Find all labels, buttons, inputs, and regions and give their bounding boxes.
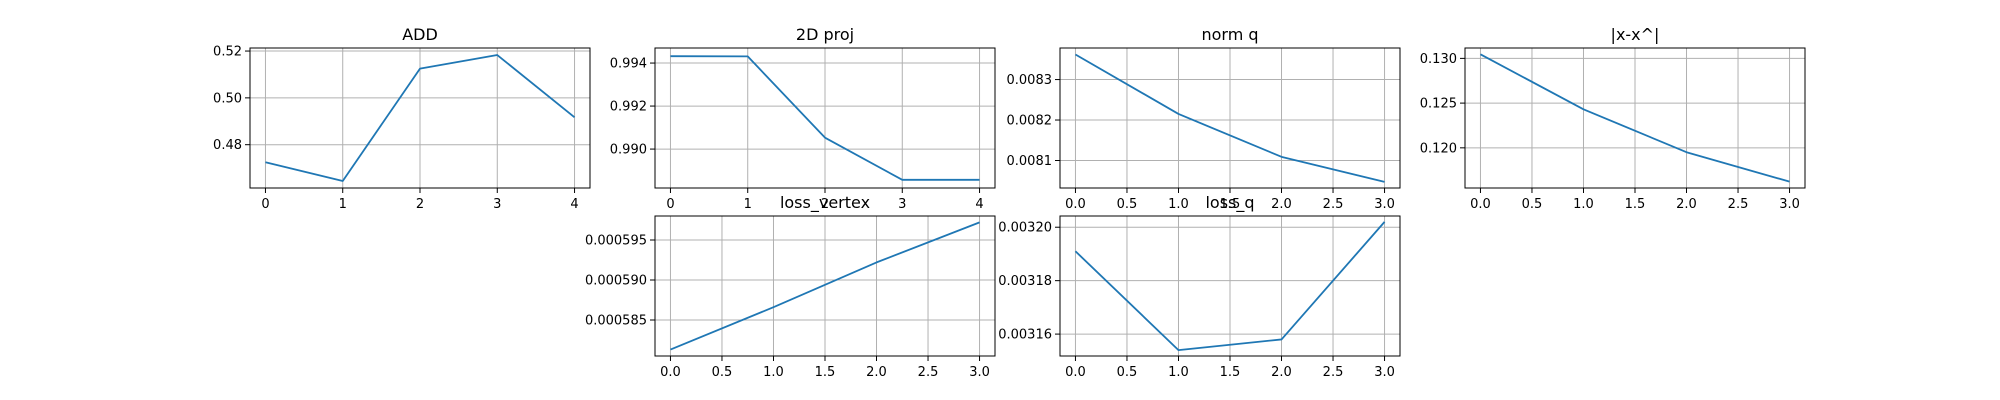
x-tick-label: 2 — [821, 197, 829, 212]
y-tick-label: 0.50 — [213, 91, 242, 106]
x-tick-label: 1.0 — [1573, 197, 1594, 212]
y-tick-label: 0.130 — [1420, 52, 1457, 67]
subplot-title: loss_q — [1205, 193, 1254, 213]
x-tick-label: 2.0 — [1271, 365, 1292, 380]
y-tick-label: 0.00318 — [998, 274, 1052, 289]
y-tick-label: 0.120 — [1420, 141, 1457, 156]
x-tick-label: 2.0 — [1676, 197, 1697, 212]
y-tick-label: 0.0082 — [1007, 114, 1053, 129]
y-tick-label: 0.000595 — [585, 234, 647, 249]
subplot-x-error: 0.0 0.5 1.0 1.5 2.0 2.5 3.0 0.120 0.125 0.130 |x-x… — [1420, 25, 1806, 212]
x-tick-label: 1.5 — [1220, 365, 1241, 380]
x-tick-label: 0.5 — [1117, 197, 1138, 212]
x-tick-label: 2.5 — [1323, 197, 1344, 212]
y-tick-label: 0.52 — [213, 45, 242, 60]
y-tick-label: 0.000590 — [585, 274, 647, 289]
y-tick-label: 0.48 — [213, 138, 242, 153]
x-tick-label: 1 — [339, 197, 347, 212]
x-tick-label: 0.5 — [1117, 365, 1138, 380]
x-tick-label: 1.5 — [815, 365, 836, 380]
x-tick-label: 3.0 — [1374, 365, 1395, 380]
x-tick-label: 3 — [898, 197, 906, 212]
x-tick-label: 2.5 — [1728, 197, 1749, 212]
subplot-2d-proj: 0 1 2 3 4 0.990 0.992 0.994 2D proj — [610, 25, 996, 212]
subplot-title: 2D proj — [796, 25, 854, 44]
x-tick-label: 0 — [261, 197, 269, 212]
subplot-title: loss_vertex — [780, 193, 870, 213]
x-tick-label: 3.0 — [1779, 197, 1800, 212]
x-tick-label: 2.5 — [918, 365, 939, 380]
subplot-loss-vertex: 0.0 0.5 1.0 1.5 2.0 2.5 3.0 0.000585 0.000590 0.0… — [585, 193, 996, 380]
x-tick-label: 0.0 — [1065, 197, 1086, 212]
y-tick-label: 0.125 — [1420, 97, 1457, 112]
series-line — [1480, 53, 1790, 183]
subplot-add: 0 1 2 3 4 0.48 0.50 0.52 ADD — [213, 25, 591, 212]
subplot-loss-q: 0.0 0.5 1.0 1.5 2.0 2.5 3.0 0.00316 0.00318 0.003… — [998, 193, 1401, 380]
subplot-title: norm q — [1201, 25, 1258, 44]
x-tick-label: 3.0 — [969, 365, 990, 380]
x-tick-label: 0.5 — [712, 365, 733, 380]
series-line — [670, 221, 980, 351]
y-tick-label: 0.00316 — [998, 328, 1052, 343]
series-line — [265, 54, 576, 182]
x-tick-label: 0.0 — [660, 365, 681, 380]
y-tick-label: 0.000585 — [585, 314, 647, 329]
x-tick-label: 2.0 — [866, 365, 887, 380]
x-tick-label: 0.0 — [1065, 365, 1086, 380]
subplot-norm-q: 0.0 0.5 1.0 1.5 2.0 2.5 3.0 0.0081 0.0082 0.0083 n… — [1007, 25, 1401, 212]
x-tick-label: 1.5 — [1220, 197, 1241, 212]
x-tick-label: 2.0 — [1271, 197, 1292, 212]
y-tick-label: 0.990 — [610, 143, 647, 158]
x-tick-label: 0.0 — [1470, 197, 1491, 212]
x-tick-label: 2 — [416, 197, 424, 212]
x-tick-label: 3.0 — [1374, 197, 1395, 212]
series-line — [1074, 53, 1385, 183]
x-tick-label: 3 — [493, 197, 501, 212]
x-tick-label: 1.0 — [763, 365, 784, 380]
y-tick-label: 0.994 — [610, 57, 647, 72]
x-tick-label: 1 — [744, 197, 752, 212]
subplot-title: |x-x^| — [1611, 25, 1660, 44]
x-tick-label: 1.0 — [1168, 365, 1189, 380]
series-line — [1074, 221, 1386, 352]
x-tick-label: 1.0 — [1168, 197, 1189, 212]
x-tick-label: 0.5 — [1522, 197, 1543, 212]
x-tick-label: 0 — [666, 197, 674, 212]
y-tick-label: 0.0081 — [1007, 154, 1053, 169]
y-tick-label: 0.00320 — [998, 221, 1052, 236]
series-line — [670, 55, 980, 181]
x-tick-label: 4 — [570, 197, 578, 212]
x-tick-label: 4 — [975, 197, 983, 212]
subplot-title: ADD — [402, 25, 438, 44]
y-tick-label: 0.0083 — [1007, 73, 1053, 88]
x-tick-label: 1.5 — [1625, 197, 1646, 212]
x-tick-label: 2.5 — [1323, 365, 1344, 380]
y-tick-label: 0.992 — [610, 100, 647, 115]
